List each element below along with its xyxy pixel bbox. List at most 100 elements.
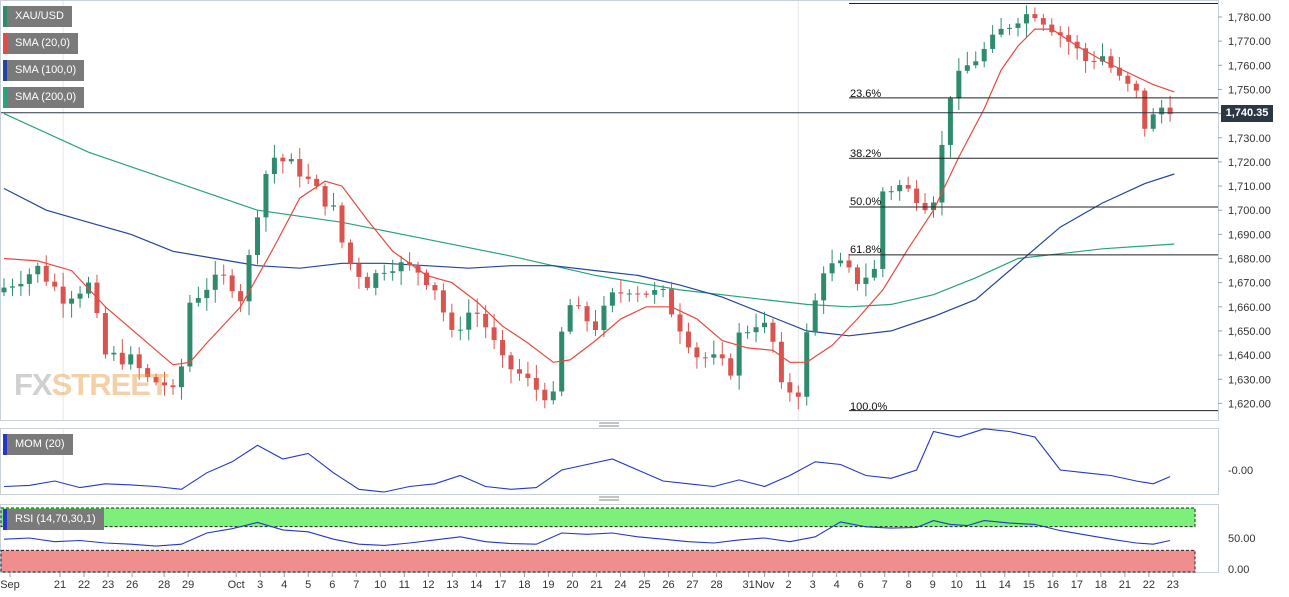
x-tick-label: 18 xyxy=(518,579,530,591)
candle-body xyxy=(339,205,345,243)
candle-body xyxy=(229,275,235,292)
x-tick-label: 4 xyxy=(281,579,287,591)
fxstreet-watermark-logo: FXSTREET xyxy=(14,367,169,402)
rsi-oversold-band xyxy=(0,549,1196,573)
x-tick-label: 10 xyxy=(374,579,386,591)
candle-body xyxy=(871,268,877,278)
candles-layer xyxy=(1,5,1173,410)
legend-symbol-label: XAU/USD xyxy=(15,10,64,22)
x-tick-label: 2 xyxy=(786,579,792,591)
candle-body xyxy=(305,176,311,179)
legend-rsi-label: RSI (14,70,30,1) xyxy=(15,513,96,525)
candle-body xyxy=(26,274,32,284)
candle-body xyxy=(457,329,463,331)
candle-body xyxy=(947,98,953,145)
legend-mom[interactable]: MOM (20) xyxy=(3,434,73,455)
legend-rsi[interactable]: RSI (14,70,30,1) xyxy=(3,509,104,530)
candle-body xyxy=(736,332,742,376)
candle-body xyxy=(204,289,210,299)
panel-resize-handle-rsi[interactable] xyxy=(599,496,619,501)
x-tick-label: 15 xyxy=(1023,579,1035,591)
x-tick-label: 16 xyxy=(1047,579,1059,591)
candle-body xyxy=(525,373,531,379)
legend-sma200-label: SMA (200,0) xyxy=(15,91,77,103)
candle-body xyxy=(1116,67,1122,76)
candle-body xyxy=(897,185,903,192)
candle-body xyxy=(271,157,277,175)
legend-symbol[interactable]: XAU/USD xyxy=(3,6,72,27)
x-tick-label: 27 xyxy=(686,579,698,591)
mom-tick-label: -0.00 xyxy=(1228,465,1253,477)
x-tick-label: Oct xyxy=(228,579,245,591)
candle-body xyxy=(922,202,928,211)
fib-label-23-6: 23.6% xyxy=(850,88,882,100)
candle-body xyxy=(1167,107,1173,115)
legend-sma100[interactable]: SMA (100,0) xyxy=(3,60,85,81)
legend-rsi-swatch xyxy=(3,509,7,530)
candle-body xyxy=(745,332,751,334)
x-tick-label: 28 xyxy=(158,579,170,591)
x-tick-label: 3 xyxy=(257,579,263,591)
candle-body xyxy=(956,70,962,99)
candle-body xyxy=(60,286,66,304)
x-tick-label: 29 xyxy=(182,579,194,591)
candle-body xyxy=(483,313,489,328)
candle-body xyxy=(1032,14,1038,19)
legend-sma20[interactable]: SMA (20,0) xyxy=(3,33,79,54)
candle-body xyxy=(635,293,641,295)
candle-body xyxy=(626,293,632,295)
x-tick-label: 4 xyxy=(834,579,840,591)
candle-body xyxy=(111,352,117,355)
x-tick-label: 24 xyxy=(614,579,626,591)
x-tick-label: 21 xyxy=(54,579,66,591)
candle-body xyxy=(652,290,658,295)
candle-body xyxy=(778,341,784,383)
x-tick-label: 23 xyxy=(102,579,114,591)
candle-body xyxy=(1007,27,1013,29)
x-tick-label: 22 xyxy=(1143,579,1155,591)
x-tick-label: 14 xyxy=(999,579,1011,591)
candle-body xyxy=(1150,114,1156,129)
candle-body xyxy=(77,293,83,299)
x-tick-label: 13 xyxy=(446,579,458,591)
panel-resize-handle-mom[interactable] xyxy=(599,422,619,427)
candle-body xyxy=(297,159,303,177)
price-tick-label: 1,650.00 xyxy=(1228,326,1271,338)
candle-body xyxy=(170,385,176,388)
legend-sma20-label: SMA (20,0) xyxy=(15,37,71,49)
candle-body xyxy=(1,287,7,293)
x-tick-label: Sep xyxy=(0,579,20,591)
candle-body xyxy=(373,273,379,288)
candle-body xyxy=(601,305,607,330)
candle-body xyxy=(263,174,269,218)
candle-body xyxy=(1049,24,1055,33)
x-tick-label: 23 xyxy=(1167,579,1179,591)
candle-body xyxy=(52,281,58,287)
price-tick-label: 1,630.00 xyxy=(1228,374,1271,386)
x-tick-label: 21 xyxy=(1119,579,1131,591)
price-tick-label: 1,700.00 xyxy=(1228,205,1271,217)
price-tick-label: 1,730.00 xyxy=(1228,133,1271,145)
candle-body xyxy=(888,191,894,193)
candle-body xyxy=(474,312,480,314)
fib-label-38-2: 38.2% xyxy=(850,148,882,160)
candle-body xyxy=(677,314,683,332)
price-tick-label: 1,750.00 xyxy=(1228,84,1271,96)
x-tick-label: 28 xyxy=(710,579,722,591)
price-panel xyxy=(0,0,1219,421)
candle-body xyxy=(255,217,260,256)
x-tick-label: 25 xyxy=(638,579,650,591)
candle-body xyxy=(178,366,184,388)
candle-body xyxy=(770,322,776,342)
candle-body xyxy=(1066,35,1072,42)
rsi-bands xyxy=(0,507,1196,573)
candle-body xyxy=(381,272,387,274)
x-tick-label: 14 xyxy=(470,579,482,591)
legend-sma200-swatch xyxy=(3,87,7,108)
candle-body xyxy=(964,65,970,71)
legend-mom-swatch xyxy=(3,434,7,455)
fib-label-50-0: 50.0% xyxy=(850,196,882,208)
candle-body xyxy=(829,263,835,274)
x-tick-label: 12 xyxy=(422,579,434,591)
legend-sma200[interactable]: SMA (200,0) xyxy=(3,87,85,108)
